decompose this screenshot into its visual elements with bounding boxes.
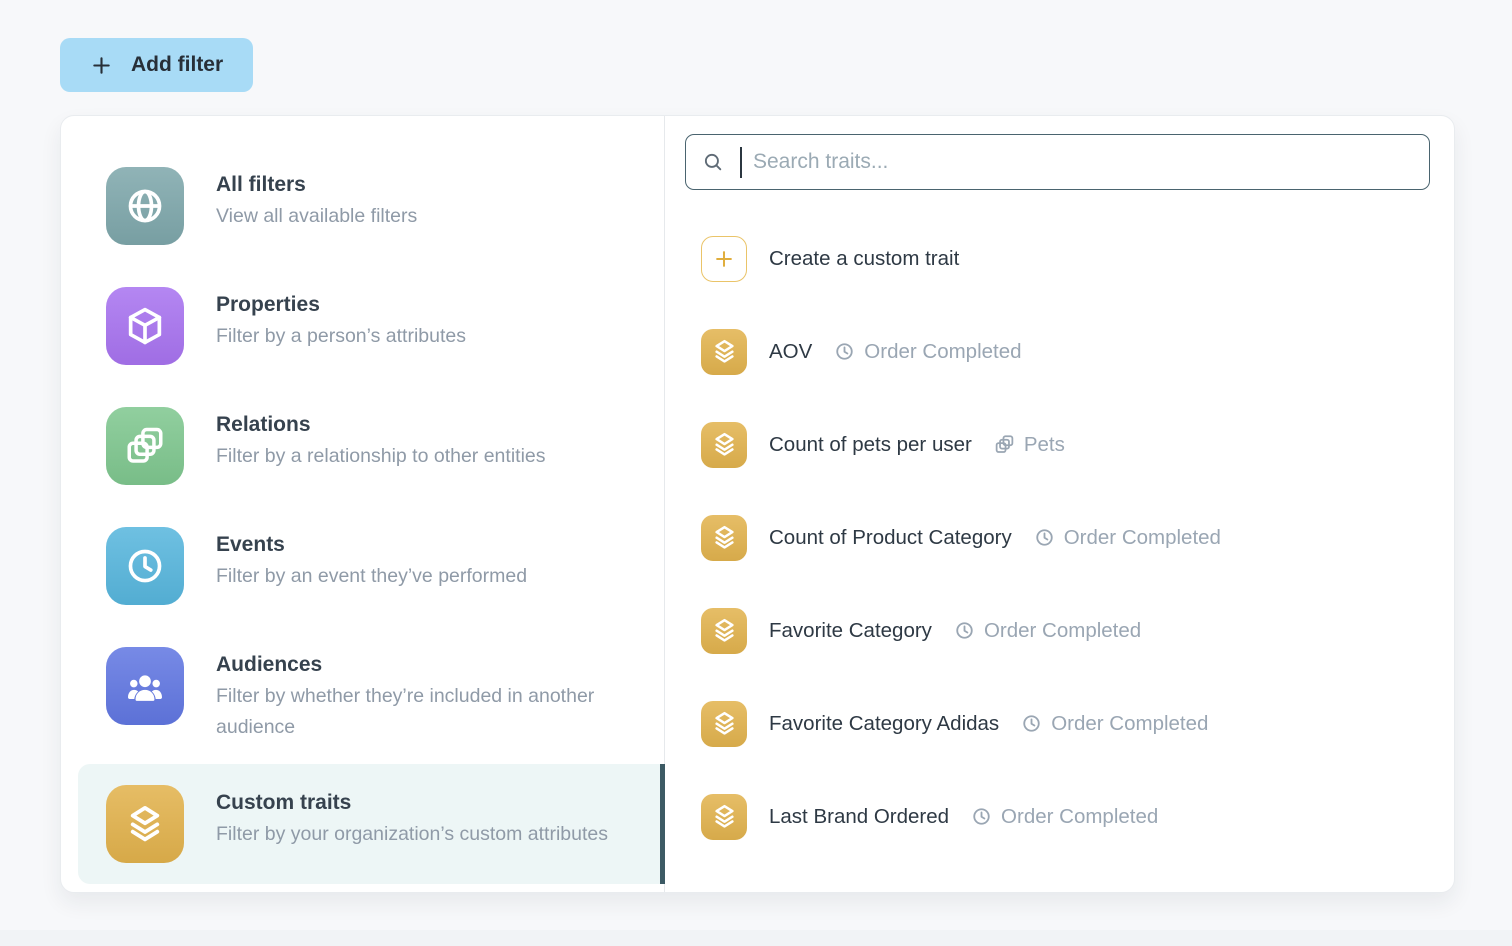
trait-source-icon <box>954 620 975 641</box>
category-icon <box>106 287 184 365</box>
trait-row[interactable]: Last Brand Ordered Order Completed <box>665 770 1442 863</box>
plus-icon <box>90 54 113 77</box>
category-description: Filter by a relationship to other entiti… <box>216 445 546 467</box>
add-filter-label: Add filter <box>131 53 224 76</box>
custom-trait-icon <box>701 421 747 468</box>
trait-source: Pets <box>994 433 1065 457</box>
plus-icon <box>713 248 735 270</box>
category-icon <box>106 167 184 245</box>
category-description: Filter by your organization’s custom att… <box>216 823 608 845</box>
trait-row[interactable]: Favorite Category Order Completed <box>665 584 1442 677</box>
trait-source-label: Order Completed <box>864 339 1022 363</box>
trait-name: Favorite Category Adidas <box>769 711 1000 735</box>
category-text: Custom traits Filter by your organizatio… <box>216 785 608 850</box>
category-description: Filter by a person’s attributes <box>216 325 467 347</box>
category-icon <box>106 785 184 863</box>
trait-row[interactable]: Count of pets per user Pets <box>665 398 1442 491</box>
category-text: All filters View all available filters <box>216 167 417 232</box>
text-caret <box>740 146 742 178</box>
category-text: Audiences Filter by whether they’re incl… <box>216 647 620 743</box>
create-custom-trait-row[interactable]: Create a custom trait <box>665 212 1442 305</box>
category-icon <box>106 647 184 725</box>
trait-name: Count of Product Category <box>769 525 1012 549</box>
sidebar-item[interactable]: All filters View all available filters <box>78 146 664 266</box>
trait-source-label: Order Completed <box>1063 525 1221 549</box>
trait-source-icon <box>834 341 855 362</box>
sidebar-item[interactable]: Relations Filter by a relationship to ot… <box>78 386 664 506</box>
sidebar-item[interactable]: Audiences Filter by whether they’re incl… <box>78 626 664 764</box>
trait-source-label: Order Completed <box>983 618 1142 642</box>
category-title: Relations <box>216 413 311 436</box>
traits-panel: Create a custom trait AOV Order Complete… <box>665 116 1454 892</box>
search-input[interactable] <box>750 150 1413 174</box>
category-description: View all available filters <box>216 205 418 227</box>
search-icon <box>702 151 724 173</box>
category-title: Custom traits <box>216 791 352 814</box>
trait-source: Order Completed <box>1034 526 1221 550</box>
trait-source-label: Order Completed <box>1001 804 1159 828</box>
trait-name: Count of pets per user <box>769 432 972 456</box>
trait-source: Order Completed <box>834 339 1022 364</box>
sidebar-item[interactable]: Events Filter by an event they’ve perfor… <box>78 506 664 626</box>
trait-source-icon <box>1034 527 1055 548</box>
category-text: Relations Filter by a relationship to ot… <box>216 407 546 472</box>
filter-category-sidebar: All filters View all available filters P… <box>61 116 665 892</box>
trait-source-icon <box>994 434 1015 455</box>
sidebar-item[interactable]: Custom traits Filter by your organizatio… <box>78 764 665 884</box>
trait-source-icon <box>1021 713 1042 734</box>
category-text: Events Filter by an event they’ve perfor… <box>216 527 527 592</box>
custom-trait-icon <box>701 607 747 654</box>
page-bottom-fade <box>0 930 1512 946</box>
sidebar-item[interactable]: Properties Filter by a person’s attribut… <box>78 266 664 386</box>
plus-tile <box>701 235 747 282</box>
category-description: Filter by an event they’ve performed <box>216 565 528 587</box>
search-box <box>685 134 1430 190</box>
category-icon <box>106 407 184 485</box>
category-icon <box>106 527 184 605</box>
trait-row[interactable]: Count of Product Category Order Complete… <box>665 491 1442 584</box>
category-title: All filters <box>216 173 306 196</box>
trait-source-icon <box>971 806 992 827</box>
category-title: Events <box>216 533 285 556</box>
custom-trait-icon <box>701 793 747 840</box>
trait-source-label: Order Completed <box>1051 711 1209 735</box>
category-description: Filter by whether they’re included in an… <box>216 685 595 738</box>
trait-source: Order Completed <box>971 805 1158 829</box>
trait-source-label: Pets <box>1023 432 1065 456</box>
trait-source: Order Completed <box>1021 712 1208 736</box>
trait-name: Last Brand Ordered <box>769 804 950 828</box>
filter-picker-panel: All filters View all available filters P… <box>60 115 1455 893</box>
add-filter-button[interactable]: Add filter <box>60 38 254 92</box>
custom-trait-icon <box>701 328 747 375</box>
create-custom-trait-label: Create a custom trait <box>769 246 960 270</box>
category-title: Audiences <box>216 653 323 676</box>
category-title: Properties <box>216 293 320 316</box>
trait-source: Order Completed <box>954 619 1141 643</box>
trait-list: AOV Order Completed Count of pets per us… <box>665 305 1442 863</box>
category-text: Properties Filter by a person’s attribut… <box>216 287 466 352</box>
trait-row[interactable]: Favorite Category Adidas Order Completed <box>665 677 1442 770</box>
custom-trait-icon <box>701 700 747 747</box>
trait-name: Favorite Category <box>769 618 932 642</box>
custom-trait-icon <box>701 514 747 561</box>
trait-row[interactable]: AOV Order Completed <box>665 305 1442 398</box>
trait-name: AOV <box>769 339 813 363</box>
